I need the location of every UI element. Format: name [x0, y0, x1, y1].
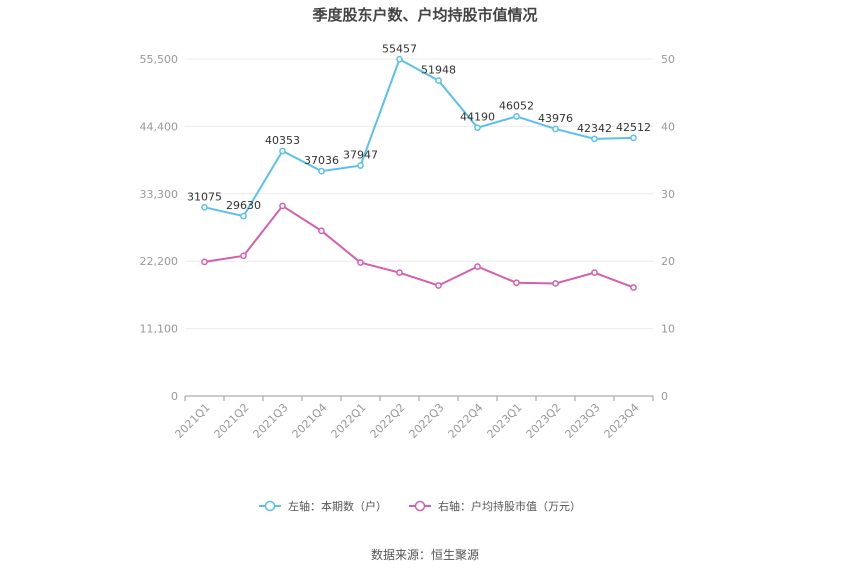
series-point-1: [435, 77, 442, 84]
right-tick-label: 20: [661, 255, 675, 268]
series-line-2: [204, 204, 634, 289]
left-tick-label: 22,200: [140, 255, 179, 268]
series-point-2: [240, 252, 247, 260]
legend[interactable]: 左轴：本期数（户） 右轴：户均持股市值（万元）: [259, 499, 581, 513]
data-label: 40353: [265, 134, 300, 147]
x-tick-label: 2021Q3: [251, 401, 291, 441]
series-point-2: [279, 202, 286, 210]
series-point-2: [396, 269, 403, 277]
left-tick-label: 11,100: [140, 323, 179, 336]
legend-label: 右轴：户均持股市值（万元）: [438, 499, 581, 513]
series-point-2: [474, 263, 481, 270]
series-point-1: [591, 135, 598, 143]
data-label: 29630: [226, 199, 261, 212]
series-point-1: [279, 147, 286, 155]
series-point-1: [630, 134, 637, 142]
right-tick-label: 50: [661, 53, 675, 66]
x-tick-label: 2022Q1: [329, 401, 369, 441]
x-tick-label: 2022Q4: [446, 401, 486, 441]
source-text: 数据来源：恒生聚源: [371, 547, 479, 562]
series-point-2: [318, 227, 325, 235]
left-tick-label: 0: [171, 390, 178, 403]
axis-layer: 0 0 11,100 10 22,200 20 33,300 30 44,400 40 55,500…: [140, 53, 676, 441]
right-tick-label: 30: [661, 188, 675, 201]
x-tick-label: 2021Q1: [173, 401, 213, 441]
x-tick-label: 2023Q2: [524, 401, 564, 441]
chart-title: 季度股东户数、户均持股市值情况: [312, 6, 537, 24]
data-label: 46052: [499, 99, 534, 112]
legend-item-2[interactable]: 右轴：户均持股市值（万元）: [409, 499, 581, 513]
x-tick-label: 2022Q2: [368, 401, 408, 441]
data-label: 55457: [382, 42, 417, 55]
series-point-1: [201, 203, 208, 211]
series-point-1: [357, 162, 364, 169]
grid-layer: [185, 58, 653, 330]
series-point-2: [630, 284, 637, 291]
series-point-2: [435, 282, 442, 289]
right-tick-label: 10: [661, 323, 675, 336]
series-point-2: [513, 279, 520, 287]
left-tick-label: 33,300: [140, 188, 179, 201]
left-tick-label: 55,500: [140, 53, 179, 66]
series-point-2: [591, 269, 598, 277]
legend-item-1[interactable]: 左轴：本期数（户）: [259, 499, 387, 513]
data-label: 42512: [616, 121, 651, 134]
x-tick-label: 2022Q3: [407, 401, 447, 441]
x-tick-label: 2023Q1: [485, 401, 525, 441]
data-label: 51948: [421, 64, 456, 77]
series-point-1: [318, 167, 325, 175]
right-tick-label: 40: [661, 120, 675, 133]
series-point-1: [474, 124, 481, 132]
series-point-1: [513, 113, 520, 120]
x-tick-label: 2023Q3: [563, 401, 603, 441]
data-label: 37036: [304, 154, 339, 167]
series-point-1: [552, 125, 559, 133]
legend-swatch-marker: [414, 500, 426, 512]
data-label: 43976: [538, 112, 573, 125]
data-label: 31075: [187, 190, 222, 203]
series-point-2: [357, 259, 364, 266]
x-tick-label: 2023Q4: [602, 401, 642, 441]
series-point-2: [201, 258, 208, 266]
series-point-1: [240, 212, 247, 220]
left-tick-label: 44,400: [140, 120, 179, 133]
data-label: 37947: [343, 149, 378, 162]
series-point-2: [552, 280, 559, 287]
legend-label: 左轴：本期数（户）: [288, 499, 387, 513]
x-tick-label: 2021Q2: [212, 401, 252, 441]
x-tick-label: 2021Q4: [290, 401, 330, 441]
data-label: 44190: [460, 111, 495, 124]
series-point-1: [396, 55, 403, 63]
series-layer: 31075 29630 40353 37036 37947 55457 51948 44190…: [187, 42, 651, 291]
series-line-1: [204, 57, 634, 218]
legend-swatch-marker: [264, 500, 276, 512]
right-tick-label: 0: [661, 390, 668, 403]
data-label: 42342: [577, 122, 612, 135]
